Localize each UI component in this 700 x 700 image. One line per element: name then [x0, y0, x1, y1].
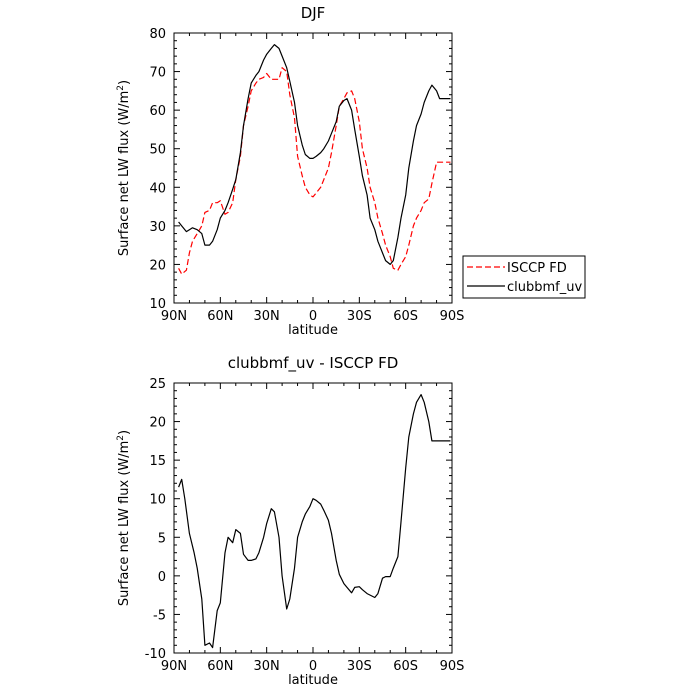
y-tick-label: 15 [149, 454, 166, 469]
series-line-isccp-fd [178, 67, 451, 275]
x-tick-label: 30N [254, 659, 280, 674]
y-axis-label-main: Surface net LW flux (W/m [117, 91, 132, 256]
x-tick-label: 90S [440, 659, 465, 674]
y-tick-label: 0 [158, 570, 166, 585]
y-tick-label: -5 [153, 608, 166, 623]
x-axis-label: latitude [288, 323, 338, 338]
y-tick-label: 70 [149, 66, 166, 81]
y-axis-label-tail: ) [117, 80, 132, 85]
y-tick-label: 10 [149, 493, 166, 508]
x-tick-label: 90N [161, 309, 187, 324]
legend-box [462, 255, 586, 299]
x-tick-label: 0 [309, 659, 317, 674]
y-tick-label: 30 [149, 220, 166, 235]
x-axis-label: latitude [288, 673, 338, 688]
series-line-difference [178, 394, 451, 649]
panel-difference: clubbmf_uv - ISCCP FD 90N 60N 30N 0 30S 60S 90S… [116, 354, 464, 688]
x-tick-label: 60S [393, 309, 418, 324]
y-tick-label: 20 [149, 258, 166, 273]
x-tick-label: 90S [440, 309, 465, 324]
x-tick-label: 0 [309, 309, 317, 324]
y-axis-label-sup: 2 [116, 435, 126, 441]
x-tick-label: 60S [393, 659, 418, 674]
y-axis-label: Surface net LW flux (W/m2) [116, 430, 132, 606]
x-tick-label: 30S [347, 309, 372, 324]
legend-label-1: clubbmf_uv [507, 280, 582, 295]
panel-djf: DJF 90N 60N 30N 0 30S 60S 90S 10 20 30 40 50 60 70 80 la… [116, 4, 586, 338]
x-tick-label: 90N [161, 659, 187, 674]
plot-frame [173, 382, 453, 654]
y-tick-label: 60 [149, 104, 166, 119]
x-tick-label: 30N [254, 309, 280, 324]
legend: ISCCP FD clubbmf_uv [462, 255, 586, 299]
x-tick-label: 30S [347, 659, 372, 674]
x-tick-label: 60N [207, 659, 233, 674]
legend-label-0: ISCCP FD [507, 261, 567, 276]
y-tick-label: 20 [149, 416, 166, 431]
y-axis-label-tail: ) [117, 430, 132, 435]
y-axis-label-main: Surface net LW flux (W/m [117, 441, 132, 606]
y-tick-label: 40 [149, 181, 166, 196]
y-tick-label: 5 [158, 531, 166, 546]
series-line-clubbmf-uv [178, 43, 451, 265]
x-tick-label: 60N [207, 309, 233, 324]
y-tick-label: -10 [145, 647, 166, 662]
chart-title: clubbmf_uv - ISCCP FD [228, 354, 399, 373]
y-tick-label: 25 [149, 377, 166, 392]
plot-frame [173, 32, 453, 304]
chart-title: DJF [301, 4, 326, 22]
y-tick-label: 10 [149, 297, 166, 312]
y-tick-label: 50 [149, 143, 166, 158]
y-axis-label-sup: 2 [116, 85, 126, 91]
y-tick-label: 80 [149, 27, 166, 42]
y-axis-label: Surface net LW flux (W/m2) [116, 80, 132, 256]
